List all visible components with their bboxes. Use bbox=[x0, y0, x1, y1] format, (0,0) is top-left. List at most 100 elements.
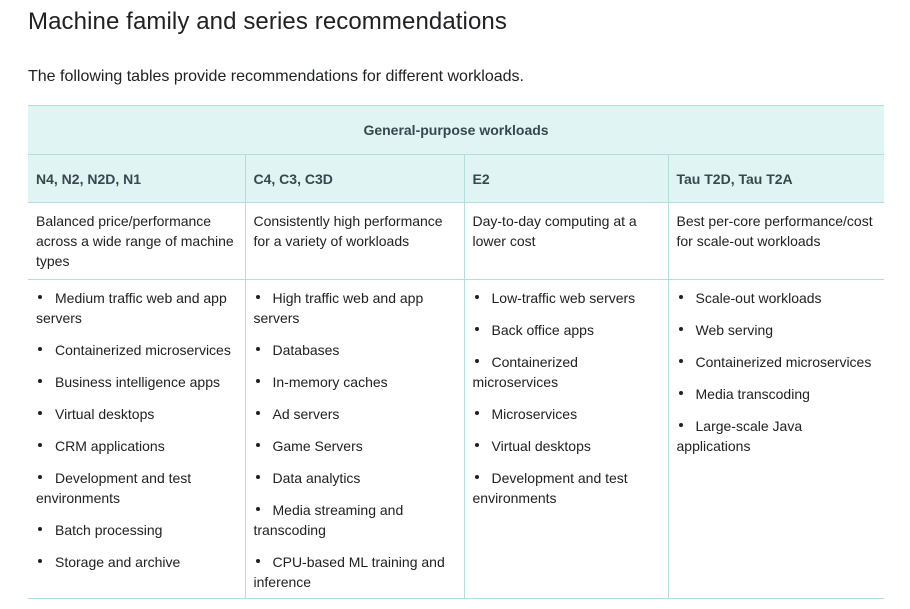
use-cases-cell: Medium traffic web and app servers Contai… bbox=[28, 279, 245, 599]
description-cell: Day-to-day computing at a lower cost bbox=[463, 202, 668, 280]
description-row: Balanced price/performance across a wide… bbox=[28, 202, 885, 280]
list-item: Low-traffic web servers bbox=[473, 288, 660, 308]
list-item: CRM applications bbox=[36, 436, 237, 456]
list-item-text: Containerized microservices bbox=[55, 342, 231, 358]
bullet-icon bbox=[254, 436, 273, 456]
list-item: Containerized microservices bbox=[473, 352, 660, 392]
list-item-text: Game Servers bbox=[272, 438, 363, 454]
list-item-text: Low-traffic web servers bbox=[491, 290, 636, 306]
list-item: Batch processing bbox=[36, 520, 237, 540]
list-item-text: High traffic web and app servers bbox=[253, 290, 424, 326]
bullet-icon bbox=[473, 288, 492, 308]
bullet-icon bbox=[677, 416, 696, 436]
bullet-icon bbox=[254, 372, 273, 392]
bullet-icon bbox=[473, 436, 492, 456]
list-item: Storage and archive bbox=[36, 552, 237, 572]
list-item-text: Large-scale Java applications bbox=[676, 418, 803, 454]
list-item-text: Business intelligence apps bbox=[55, 374, 220, 390]
list-item: Back office apps bbox=[473, 320, 660, 340]
bullet-icon bbox=[254, 552, 273, 572]
list-item-text: Data analytics bbox=[272, 470, 361, 486]
list-item: Ad servers bbox=[254, 404, 456, 424]
bullet-icon bbox=[254, 340, 273, 360]
list-item: Development and test environments bbox=[473, 468, 660, 508]
bullet-icon bbox=[473, 468, 492, 488]
list-item-text: Media transcoding bbox=[695, 386, 810, 402]
bullet-icon bbox=[254, 404, 273, 424]
list-item-text: Containerized microservices bbox=[472, 354, 578, 390]
list-item: Web serving bbox=[677, 320, 877, 340]
bullet-icon bbox=[473, 404, 492, 424]
list-item-text: Virtual desktops bbox=[491, 438, 591, 454]
page-title: Machine family and series recommendation… bbox=[28, 8, 507, 35]
list-item: Development and test environments bbox=[36, 468, 237, 508]
list-item: Databases bbox=[254, 340, 456, 360]
list-item: Large-scale Java applications bbox=[677, 416, 877, 456]
bullet-icon bbox=[36, 340, 55, 360]
list-item-text: In-memory caches bbox=[272, 374, 388, 390]
description-cell: Balanced price/performance across a wide… bbox=[28, 202, 245, 280]
description-cell: Consistently high performance for a vari… bbox=[244, 202, 464, 280]
list-item: Containerized microservices bbox=[677, 352, 877, 372]
list-item-text: Medium traffic web and app servers bbox=[36, 290, 227, 326]
bullet-icon bbox=[677, 320, 696, 340]
list-item-text: Batch processing bbox=[55, 522, 163, 538]
bullet-icon bbox=[36, 372, 55, 392]
bullet-icon bbox=[36, 436, 55, 456]
list-item: Virtual desktops bbox=[36, 404, 237, 424]
bullet-icon bbox=[36, 520, 55, 540]
list-item: Containerized microservices bbox=[36, 340, 237, 360]
page-content: Machine family and series recommendation… bbox=[28, 0, 885, 599]
bullet-icon bbox=[36, 404, 55, 424]
bullet-icon bbox=[677, 352, 696, 372]
bullet-icon bbox=[473, 320, 492, 340]
list-item: Business intelligence apps bbox=[36, 372, 237, 392]
bullet-icon bbox=[254, 288, 273, 308]
list-item-text: CRM applications bbox=[55, 438, 165, 454]
list-item: Media transcoding bbox=[677, 384, 877, 404]
bullet-icon bbox=[677, 384, 696, 404]
list-item-text: Development and test environments bbox=[472, 470, 628, 506]
use-cases-cell: Scale-out workloads Web serving Containeri… bbox=[667, 279, 885, 599]
list-item-text: Media streaming and transcoding bbox=[253, 502, 404, 538]
list-item-text: Web serving bbox=[695, 322, 774, 338]
use-case-list: Scale-out workloads Web serving Containeri… bbox=[677, 288, 877, 456]
list-item: CPU-based ML training and inference bbox=[254, 552, 456, 592]
bullet-icon bbox=[254, 468, 273, 488]
list-item: In-memory caches bbox=[254, 372, 456, 392]
bullet-icon bbox=[36, 288, 55, 308]
list-item: Data analytics bbox=[254, 468, 456, 488]
table-group-header: General-purpose workloads bbox=[28, 105, 885, 155]
list-item-text: CPU-based ML training and inference bbox=[253, 554, 445, 590]
bullet-icon bbox=[36, 552, 55, 572]
use-cases-row: Medium traffic web and app servers Contai… bbox=[28, 279, 885, 599]
column-header-tau: Tau T2D, Tau T2A bbox=[667, 154, 885, 203]
list-item-text: Scale-out workloads bbox=[695, 290, 822, 306]
bullet-icon bbox=[254, 500, 273, 520]
list-item-text: Microservices bbox=[491, 406, 578, 422]
list-item-text: Containerized microservices bbox=[695, 354, 872, 370]
use-case-list: Low-traffic web servers Back office apps C… bbox=[473, 288, 660, 508]
use-case-list: Medium traffic web and app servers Contai… bbox=[36, 288, 237, 572]
list-item-text: Ad servers bbox=[272, 406, 340, 422]
list-item: Media streaming and transcoding bbox=[254, 500, 456, 540]
use-cases-cell: High traffic web and app servers Database… bbox=[244, 279, 464, 599]
column-header-n-series: N4, N2, N2D, N1 bbox=[28, 154, 245, 203]
bullet-icon bbox=[677, 288, 696, 308]
use-cases-cell: Low-traffic web servers Back office apps C… bbox=[463, 279, 668, 599]
list-item: Game Servers bbox=[254, 436, 456, 456]
description-cell: Best per-core performance/cost for scale… bbox=[667, 202, 885, 280]
list-item-text: Development and test environments bbox=[36, 470, 192, 506]
recommendations-table: General-purpose workloads N4, N2, N2D, N… bbox=[28, 105, 885, 599]
list-item: Scale-out workloads bbox=[677, 288, 877, 308]
series-header-row: N4, N2, N2D, N1 C4, C3, C3D E2 Tau T2D, … bbox=[28, 154, 885, 203]
list-item: Virtual desktops bbox=[473, 436, 660, 456]
list-item-text: Virtual desktops bbox=[55, 406, 155, 422]
list-item-text: Databases bbox=[272, 342, 340, 358]
bullet-icon bbox=[473, 352, 492, 372]
use-case-list: High traffic web and app servers Database… bbox=[254, 288, 456, 592]
list-item: Medium traffic web and app servers bbox=[36, 288, 237, 328]
list-item-text: Back office apps bbox=[491, 322, 594, 338]
bullet-icon bbox=[36, 468, 55, 488]
column-header-c-series: C4, C3, C3D bbox=[244, 154, 464, 203]
